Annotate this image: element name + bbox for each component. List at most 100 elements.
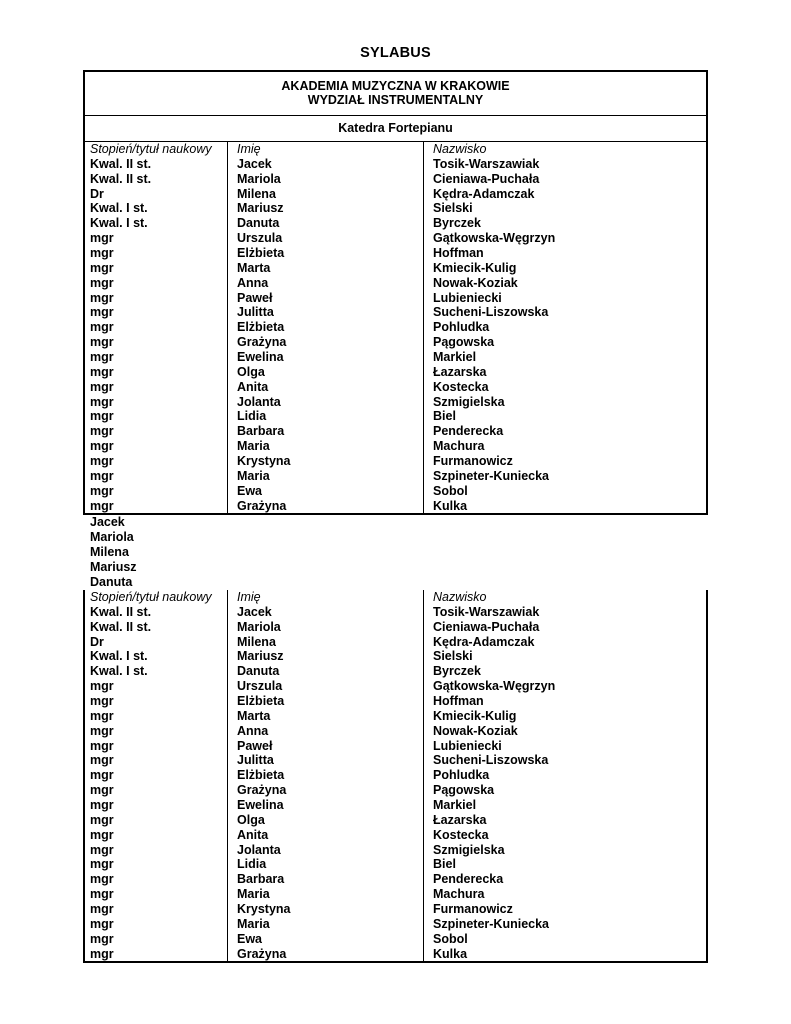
table-row: mgr Elżbieta Hoffman bbox=[85, 246, 706, 261]
surname-cell: Łazarska bbox=[423, 812, 706, 828]
degree-cell: mgr bbox=[90, 901, 114, 916]
degree-cell: mgr bbox=[90, 260, 114, 275]
firstname-cell: Anita bbox=[227, 827, 423, 843]
department-header: Katedra Fortepianu bbox=[85, 116, 706, 142]
firstname-cell: Anna bbox=[227, 275, 423, 291]
firstname-cell: Lidia bbox=[227, 857, 423, 873]
table-row: mgr Elżbieta Pohludka bbox=[85, 768, 706, 784]
degree-cell: mgr bbox=[90, 931, 114, 946]
first-name-item: Mariola bbox=[90, 530, 134, 545]
surname-cell: Cieniawa-Puchała bbox=[423, 171, 706, 187]
surname-cell: Penderecka bbox=[423, 424, 706, 440]
table-row: mgr Jolanta Szmigielska bbox=[85, 394, 706, 410]
degree-cell: mgr bbox=[90, 812, 114, 827]
firstname-cell: Ewa bbox=[227, 931, 423, 947]
table-row: mgr Paweł Lubieniecki bbox=[85, 290, 706, 306]
firstname-cell: Elżbieta bbox=[227, 768, 423, 784]
table-row: mgr Anita Kostecka bbox=[85, 379, 706, 395]
table-header-row: Stopień/tytuł naukowy Imię Nazwisko bbox=[85, 142, 706, 157]
firstname-cell: Jolanta bbox=[227, 394, 423, 410]
table-row: mgr Maria Szpineter-Kuniecka bbox=[85, 916, 706, 932]
table-row: Kwal. I st. Danuta Byrczek bbox=[85, 216, 706, 232]
table-row: mgr Ewelina Markiel bbox=[85, 797, 706, 813]
firstname-cell: Mariusz bbox=[227, 649, 423, 665]
table-row: mgr Marta Kmiecik-Kulig bbox=[85, 260, 706, 276]
degree-cell: Kwal. II st. bbox=[90, 156, 152, 171]
degree-cell: mgr bbox=[90, 693, 114, 708]
table-row: mgr Marta Kmiecik-Kulig bbox=[85, 708, 706, 724]
firstname-cell: Grażyna bbox=[227, 946, 423, 962]
table-row: mgr Barbara Penderecka bbox=[85, 424, 706, 440]
firstname-cell: Maria bbox=[227, 916, 423, 932]
firstname-cell: Anita bbox=[227, 379, 423, 395]
degree-cell: mgr bbox=[90, 498, 114, 513]
surname-cell: Pohludka bbox=[423, 768, 706, 784]
surname-cell: Szpineter-Kuniecka bbox=[423, 468, 706, 484]
firstname-cell: Ewa bbox=[227, 483, 423, 499]
first-name-item: Danuta bbox=[90, 575, 133, 590]
surname-cell: Sobol bbox=[423, 931, 706, 947]
column-header-surname: Nazwisko bbox=[423, 142, 706, 157]
surname-cell: Hoffman bbox=[423, 246, 706, 261]
table-row: mgr Ewa Sobol bbox=[85, 483, 706, 499]
table-row: mgr Maria Machura bbox=[85, 887, 706, 902]
surname-cell: Tosik-Warszawiak bbox=[423, 156, 706, 172]
surname-cell: Gątkowska-Węgrzyn bbox=[423, 231, 706, 247]
degree-cell: mgr bbox=[90, 753, 114, 768]
surname-cell: Szpineter-Kuniecka bbox=[423, 916, 706, 932]
surname-cell: Szmigielska bbox=[423, 842, 706, 858]
surname-cell: Lubieniecki bbox=[423, 738, 706, 754]
degree-cell: mgr bbox=[90, 827, 114, 842]
degree-cell: mgr bbox=[90, 379, 114, 394]
firstname-cell: Julitta bbox=[227, 753, 423, 769]
firstname-cell: Marta bbox=[227, 260, 423, 276]
degree-cell: mgr bbox=[90, 483, 114, 498]
surname-cell: Lubieniecki bbox=[423, 290, 706, 306]
firstname-cell: Ewelina bbox=[227, 350, 423, 365]
degree-cell: Kwal. I st. bbox=[90, 649, 148, 664]
table-row: Kwal. II st. Jacek Tosik-Warszawiak bbox=[85, 604, 706, 620]
staff-grid-1: Stopień/tytuł naukowy Imię Nazwisko Kwal… bbox=[85, 142, 706, 514]
surname-cell: Furmanowicz bbox=[423, 901, 706, 917]
table-row: Kwal. I st. Mariusz Sielski bbox=[85, 649, 706, 665]
table-row: mgr Ewelina Markiel bbox=[85, 350, 706, 365]
firstname-cell: Lidia bbox=[227, 409, 423, 425]
table-row: Kwal. I st. Mariusz Sielski bbox=[85, 201, 706, 217]
degree-cell: mgr bbox=[90, 409, 114, 424]
degree-cell: mgr bbox=[90, 857, 114, 872]
degree-cell: Kwal. I st. bbox=[90, 216, 148, 231]
table-row: mgr Anna Nowak-Koziak bbox=[85, 723, 706, 739]
table-row: mgr Julitta Sucheni-Liszowska bbox=[85, 305, 706, 321]
firstname-cell: Anna bbox=[227, 723, 423, 739]
column-header-firstname: Imię bbox=[227, 589, 423, 605]
surname-cell: Markiel bbox=[423, 797, 706, 813]
firstname-cell: Jolanta bbox=[227, 842, 423, 858]
table-row: mgr Ewa Sobol bbox=[85, 931, 706, 947]
institution-name: AKADEMIA MUZYCZNA W KRAKOWIE bbox=[281, 79, 510, 93]
table-row: mgr Krystyna Furmanowicz bbox=[85, 901, 706, 917]
surname-cell: Sucheni-Liszowska bbox=[423, 305, 706, 321]
surname-cell: Hoffman bbox=[423, 693, 706, 709]
surname-cell: Kędra-Adamczak bbox=[423, 634, 706, 650]
firstname-cell: Grażyna bbox=[227, 783, 423, 798]
table-row: mgr Anita Kostecka bbox=[85, 827, 706, 843]
table-row: mgr Grażyna Kulka bbox=[85, 946, 706, 962]
table-row: mgr Julitta Sucheni-Liszowska bbox=[85, 753, 706, 769]
degree-cell: mgr bbox=[90, 305, 114, 320]
firstname-cell: Danuta bbox=[227, 216, 423, 232]
surname-cell: Pągowska bbox=[423, 335, 706, 351]
firstname-cell: Marta bbox=[227, 708, 423, 724]
column-header-surname: Nazwisko bbox=[423, 589, 706, 605]
firstname-cell: Grażyna bbox=[227, 498, 423, 514]
degree-cell: mgr bbox=[90, 439, 114, 454]
table-row: mgr Urszula Gątkowska-Węgrzyn bbox=[85, 231, 706, 247]
table-row: mgr Maria Szpineter-Kuniecka bbox=[85, 468, 706, 484]
staff-table-first: AKADEMIA MUZYCZNA W KRAKOWIE WYDZIAŁ INS… bbox=[83, 70, 708, 516]
degree-cell: mgr bbox=[90, 468, 114, 483]
table-row: Kwal. II st. Mariola Cieniawa-Puchała bbox=[85, 171, 706, 187]
surname-cell: Nowak-Koziak bbox=[423, 275, 706, 291]
firstname-cell: Elżbieta bbox=[227, 693, 423, 709]
surname-cell: Pohludka bbox=[423, 320, 706, 336]
